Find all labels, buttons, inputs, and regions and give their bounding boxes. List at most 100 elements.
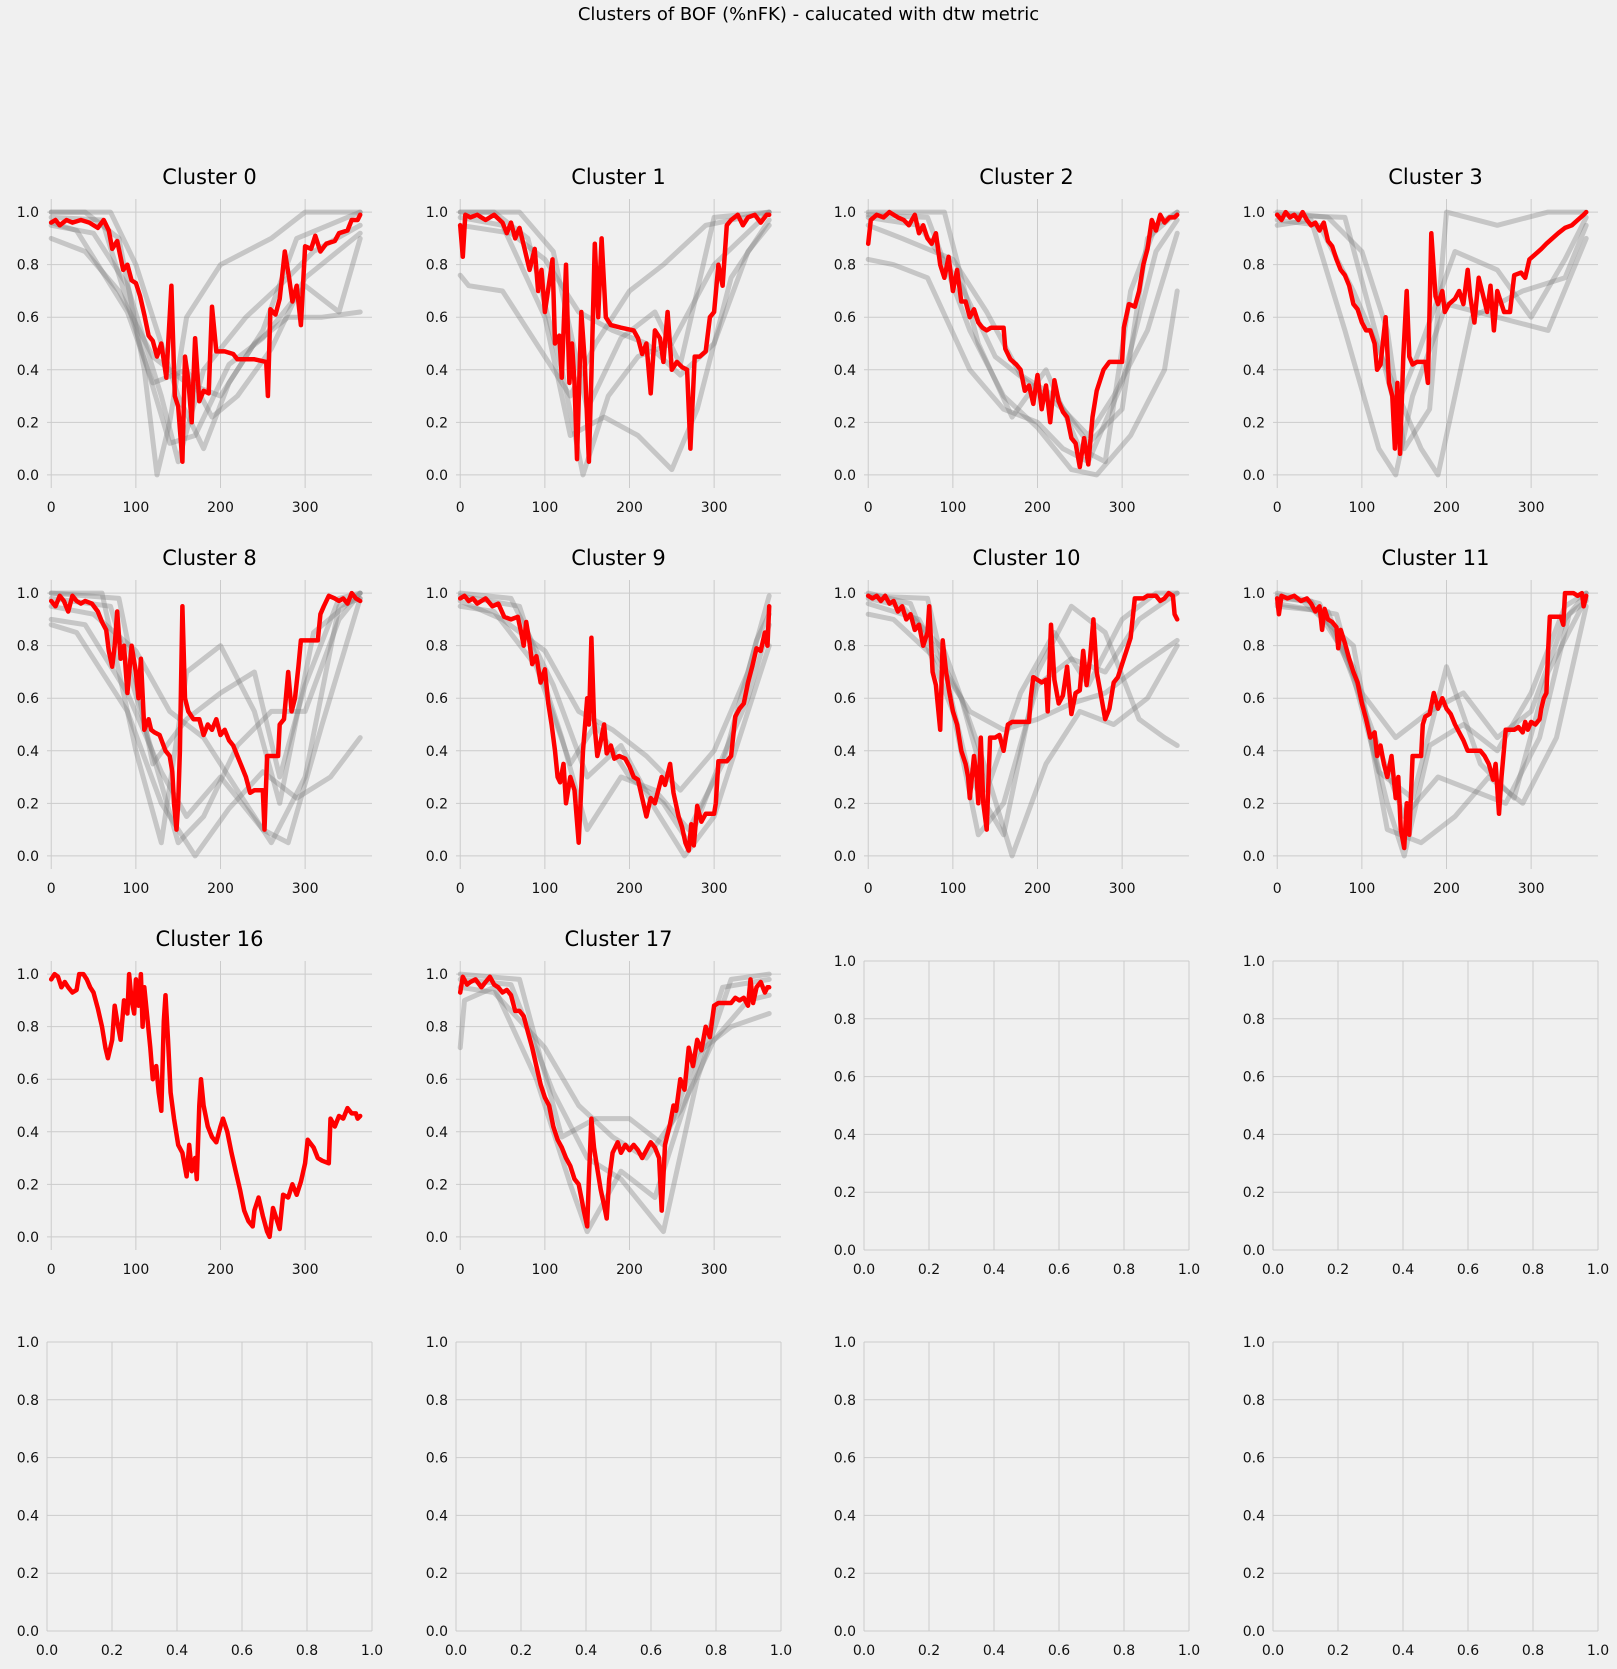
cluster-mean-line xyxy=(48,971,363,1240)
x-tick-label: 100 xyxy=(940,881,967,897)
y-tick-label: 0.8 xyxy=(17,1020,39,1036)
y-tick-label: 1.0 xyxy=(17,586,39,602)
y-tick-label: 0.4 xyxy=(1243,363,1265,379)
y-tick-label: 0.0 xyxy=(834,1624,856,1640)
x-tick-label: 100 xyxy=(1349,881,1376,897)
y-tick-label: 0.6 xyxy=(426,691,448,707)
y-tick-label: 0.0 xyxy=(834,1243,856,1259)
y-tick-label: 0.0 xyxy=(426,468,448,484)
x-tick-label: 100 xyxy=(123,881,150,897)
subplot-title: Cluster 17 xyxy=(565,927,673,951)
y-tick-label: 0.0 xyxy=(17,849,39,865)
x-tick-label: 200 xyxy=(207,500,234,516)
cluster-mean-line xyxy=(865,590,1180,832)
y-tick-label: 0.0 xyxy=(1243,1243,1265,1259)
cluster-mean-line xyxy=(48,212,363,464)
y-tick-label: 0.8 xyxy=(834,1012,856,1028)
x-tick-label: 0.2 xyxy=(918,1643,940,1659)
y-tick-label: 0.4 xyxy=(834,363,856,379)
member-series-line xyxy=(1274,209,1589,452)
y-tick-label: 0.2 xyxy=(834,796,856,812)
y-tick-label: 1.0 xyxy=(834,1335,856,1351)
x-tick-label: 0.0 xyxy=(1262,1643,1284,1659)
member-series-line xyxy=(457,214,772,473)
member-series-line xyxy=(48,595,363,846)
member-series-line xyxy=(48,590,363,846)
x-tick-label: 300 xyxy=(701,500,728,516)
y-tick-label: 0.0 xyxy=(1243,468,1265,484)
x-tick-label: 0.6 xyxy=(1048,1262,1070,1278)
figure-title: Clusters of BOF (%nFK) - calucated with … xyxy=(577,4,1040,25)
x-tick-label: 0.8 xyxy=(705,1643,727,1659)
x-tick-label: 0.2 xyxy=(1327,1643,1349,1659)
y-tick-label: 0.4 xyxy=(1243,1508,1265,1524)
member-series-line xyxy=(457,222,772,378)
member-series-line xyxy=(457,971,772,1148)
x-tick-label: 300 xyxy=(1109,500,1136,516)
x-tick-label: 0 xyxy=(47,500,56,516)
member-series-line xyxy=(457,603,772,846)
y-tick-label: 0.0 xyxy=(17,1624,39,1640)
x-tick-label: 0.6 xyxy=(1457,1262,1479,1278)
x-tick-label: 300 xyxy=(292,1262,319,1278)
y-tick-label: 0.8 xyxy=(1243,258,1265,274)
y-tick-label: 0.8 xyxy=(1243,1393,1265,1409)
x-tick-label: 200 xyxy=(1024,881,1051,897)
y-tick-label: 0.0 xyxy=(426,1230,448,1246)
x-tick-label: 0.6 xyxy=(640,1643,662,1659)
member-series-line xyxy=(865,217,1180,465)
y-tick-label: 0.2 xyxy=(17,796,39,812)
y-tick-label: 0.8 xyxy=(17,258,39,274)
subplot-1: 0.0 0.2 0.4 0.6 0.8 1.0 0 100 200 300 Cluster 1 xyxy=(426,165,781,516)
y-tick-label: 0.4 xyxy=(1243,744,1265,760)
subplot-title: Cluster 16 xyxy=(156,927,264,951)
cluster-mean-line xyxy=(1274,209,1589,457)
y-tick-label: 0.2 xyxy=(834,415,856,431)
y-tick-label: 0.2 xyxy=(834,1185,856,1201)
x-tick-label: 0 xyxy=(1273,881,1282,897)
y-tick-label: 0.8 xyxy=(426,1020,448,1036)
x-tick-label: 1.0 xyxy=(1178,1643,1200,1659)
x-tick-label: 0.2 xyxy=(101,1643,123,1659)
y-tick-label: 0.6 xyxy=(17,1072,39,1088)
x-tick-label: 200 xyxy=(207,1262,234,1278)
cluster-mean-line xyxy=(1274,590,1589,851)
y-tick-label: 0.6 xyxy=(834,691,856,707)
x-tick-label: 0.4 xyxy=(1392,1262,1414,1278)
y-tick-label: 1.0 xyxy=(1243,586,1265,602)
y-tick-label: 0.6 xyxy=(17,691,39,707)
x-tick-label: 200 xyxy=(616,500,643,516)
y-tick-label: 0.8 xyxy=(834,258,856,274)
x-tick-label: 0.6 xyxy=(1048,1643,1070,1659)
y-tick-label: 0.2 xyxy=(17,1566,39,1582)
y-tick-label: 1.0 xyxy=(834,205,856,221)
y-tick-label: 0.0 xyxy=(834,468,856,484)
y-tick-label: 0.4 xyxy=(426,744,448,760)
member-series-line xyxy=(1274,598,1589,819)
subplot-title: Cluster 0 xyxy=(162,165,257,189)
member-series-line xyxy=(48,622,363,859)
member-series-line xyxy=(48,214,363,446)
x-tick-label: 100 xyxy=(123,1262,150,1278)
subplot-10: 0.0 0.2 0.4 0.6 0.8 1.0 0.0 0.2 0.4 0.6 0.8 1.0 xyxy=(834,954,1200,1278)
subplot-15: 0.0 0.2 0.4 0.6 0.8 1.0 0.0 0.2 0.4 0.6 0.8 1.0 xyxy=(1243,1335,1609,1659)
x-tick-label: 300 xyxy=(1518,500,1545,516)
subplot-2: 0.0 0.2 0.4 0.6 0.8 1.0 0 100 200 300 Cluster 2 xyxy=(834,165,1189,516)
y-tick-label: 0.6 xyxy=(426,310,448,326)
y-tick-label: 0.2 xyxy=(426,415,448,431)
x-tick-label: 0 xyxy=(456,1262,465,1278)
x-tick-label: 200 xyxy=(616,1262,643,1278)
subplot-12: 0.0 0.2 0.4 0.6 0.8 1.0 0.0 0.2 0.4 0.6 0.8 1.0 xyxy=(17,1335,383,1659)
y-tick-label: 0.2 xyxy=(1243,1185,1265,1201)
y-tick-label: 0.8 xyxy=(1243,1012,1265,1028)
y-tick-label: 0.8 xyxy=(1243,639,1265,655)
y-tick-label: 0.0 xyxy=(426,849,448,865)
subplot-title: Cluster 8 xyxy=(162,546,257,570)
subplot-title: Cluster 10 xyxy=(973,546,1081,570)
x-tick-label: 100 xyxy=(532,881,559,897)
y-tick-label: 1.0 xyxy=(1243,205,1265,221)
x-tick-label: 1.0 xyxy=(1587,1262,1609,1278)
y-tick-label: 0.8 xyxy=(426,258,448,274)
subplot-0: 0.0 0.2 0.4 0.6 0.8 1.0 0 100 200 300 Cluster 0 xyxy=(17,165,372,516)
y-tick-label: 0.6 xyxy=(1243,310,1265,326)
